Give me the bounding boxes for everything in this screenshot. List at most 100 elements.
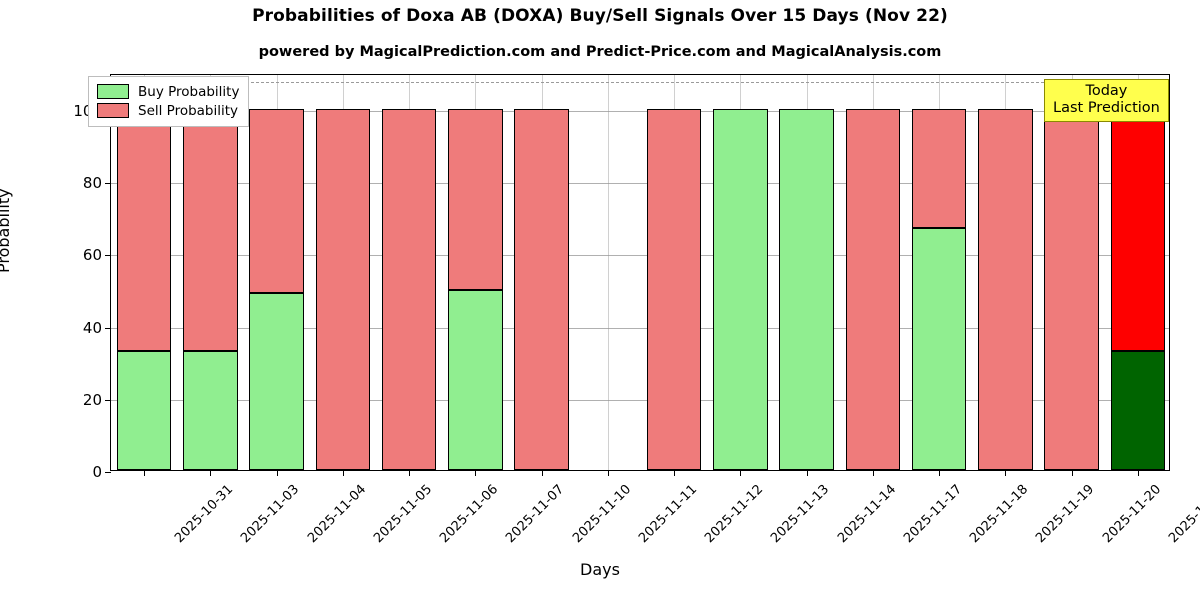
y-axis-tick <box>105 399 111 401</box>
bar-group[interactable] <box>911 75 967 470</box>
bar-group[interactable] <box>1044 75 1099 470</box>
x-axis-tick <box>939 470 941 476</box>
y-axis-label: Probability <box>0 188 13 273</box>
legend-swatch-sell <box>97 103 129 118</box>
x-axis-tick-label: 2025-11-07 <box>503 482 568 547</box>
bar-group[interactable] <box>315 75 371 470</box>
x-axis-tick-label: 2025-11-03 <box>238 482 303 547</box>
x-axis-tick-label: 2025-10-31 <box>172 482 237 547</box>
bar-group[interactable] <box>845 75 901 470</box>
bar-segment-sell[interactable] <box>514 109 569 470</box>
x-axis-label: Days <box>580 560 620 579</box>
x-axis-tick <box>607 470 609 476</box>
bar-segment-buy[interactable] <box>713 109 768 470</box>
x-axis-tick <box>276 470 278 476</box>
bar-segment-sell[interactable] <box>911 109 967 229</box>
x-axis-tick <box>1071 470 1073 476</box>
bar-group[interactable] <box>646 75 702 470</box>
today-label-line1: Today <box>1085 83 1128 99</box>
bar-segment-sell[interactable] <box>845 109 901 470</box>
y-axis-tick <box>105 183 111 185</box>
x-axis-tick-label: 2025-11-13 <box>768 482 833 547</box>
grid-line <box>111 111 1169 113</box>
bar-segment-buy[interactable] <box>448 289 503 470</box>
legend-label-buy: Buy Probability <box>138 83 240 100</box>
y-axis-tick-label: 40 <box>82 318 102 337</box>
grid-line <box>111 183 1169 185</box>
x-axis-tick <box>541 470 543 476</box>
bar-group[interactable] <box>116 75 172 470</box>
x-axis-tick-label: 2025-11-19 <box>1033 482 1098 547</box>
plot-clip: MagicalAnalysis.comMagicalPrediction.com… <box>111 75 1169 470</box>
x-axis-tick <box>210 470 212 476</box>
chart-legend: Buy Probability Sell Probability <box>88 76 250 127</box>
bar-segment-buy[interactable] <box>249 293 304 470</box>
x-axis-tick <box>144 470 146 476</box>
x-axis-tick <box>872 470 874 476</box>
bar-segment-buy[interactable] <box>911 228 967 470</box>
bar-group[interactable] <box>183 75 238 470</box>
today-label-line2: Last Prediction <box>1053 100 1160 117</box>
bar-segment-sell[interactable] <box>1044 109 1099 470</box>
bar-segment-buy[interactable] <box>183 350 238 470</box>
bar-group[interactable] <box>779 75 834 470</box>
grid-line <box>111 399 1169 401</box>
x-axis-tick-label: 2025-11-18 <box>967 482 1032 547</box>
x-axis-tick <box>342 470 344 476</box>
y-axis-tick-label: 0 <box>92 463 102 481</box>
bar-segment-sell[interactable] <box>249 109 304 294</box>
x-axis-tick-label: 2025-11-21 <box>1166 482 1200 547</box>
y-axis-tick-label: 60 <box>82 246 102 265</box>
y-axis-tick <box>105 472 111 473</box>
bar-group[interactable] <box>978 75 1033 470</box>
bar-segment-sell[interactable] <box>448 109 503 290</box>
bar-group[interactable] <box>1110 75 1166 470</box>
bar-segment-sell[interactable] <box>646 109 702 470</box>
bar-segment-sell[interactable] <box>381 109 437 470</box>
legend-item-sell: Sell Probability <box>97 101 239 120</box>
bar-group[interactable] <box>713 75 768 470</box>
x-axis-tick-label: 2025-11-05 <box>371 482 436 547</box>
bar-segment-sell[interactable] <box>315 109 371 470</box>
chart-subtitle: powered by MagicalPrediction.com and Pre… <box>258 44 942 60</box>
x-axis-tick-label: 2025-11-10 <box>569 482 634 547</box>
y-axis-tick <box>105 255 111 257</box>
plot-area: MagicalAnalysis.comMagicalPrediction.com… <box>73 74 1200 546</box>
legend-swatch-buy <box>97 84 129 99</box>
x-axis-tick <box>674 470 676 476</box>
x-axis-tick <box>475 470 477 476</box>
grid-line <box>111 255 1169 257</box>
bar-segment-sell[interactable] <box>183 109 238 351</box>
bar-segment-buy[interactable] <box>1110 350 1166 470</box>
bar-group[interactable] <box>514 75 569 470</box>
x-axis-tick-label: 2025-11-04 <box>304 482 369 547</box>
bar-group[interactable] <box>249 75 304 470</box>
legend-label-sell: Sell Probability <box>138 102 239 119</box>
x-axis-tick <box>740 470 742 476</box>
bar-segment-buy[interactable] <box>116 350 172 470</box>
x-axis-tick <box>806 470 808 476</box>
x-axis-tick-label: 2025-11-11 <box>636 482 701 547</box>
x-axis-tick-label: 2025-11-17 <box>901 482 966 547</box>
grid-line-vertical <box>607 75 609 470</box>
y-axis-tick-label: 80 <box>82 174 102 193</box>
x-axis-tick-label: 2025-11-14 <box>834 482 899 547</box>
threshold-line <box>111 82 1169 84</box>
grid-line <box>111 327 1169 329</box>
x-axis-tick <box>409 470 411 476</box>
y-axis-tick <box>105 327 111 329</box>
legend-item-buy: Buy Probability <box>97 82 239 101</box>
bar-group[interactable] <box>448 75 503 470</box>
bar-segment-sell[interactable] <box>116 109 172 351</box>
x-axis-tick <box>1137 470 1139 476</box>
bar-segment-sell[interactable] <box>978 109 1033 470</box>
bar-group[interactable] <box>381 75 437 470</box>
today-callout: Today Last Prediction <box>1044 79 1169 123</box>
x-axis-tick-label: 2025-11-20 <box>1099 482 1164 547</box>
bar-segment-buy[interactable] <box>779 109 834 470</box>
x-axis-tick-label: 2025-11-06 <box>437 482 502 547</box>
y-axis-tick-label: 20 <box>82 390 102 409</box>
bar-segment-sell[interactable] <box>1110 109 1166 351</box>
x-axis-tick-label: 2025-11-12 <box>702 482 767 547</box>
